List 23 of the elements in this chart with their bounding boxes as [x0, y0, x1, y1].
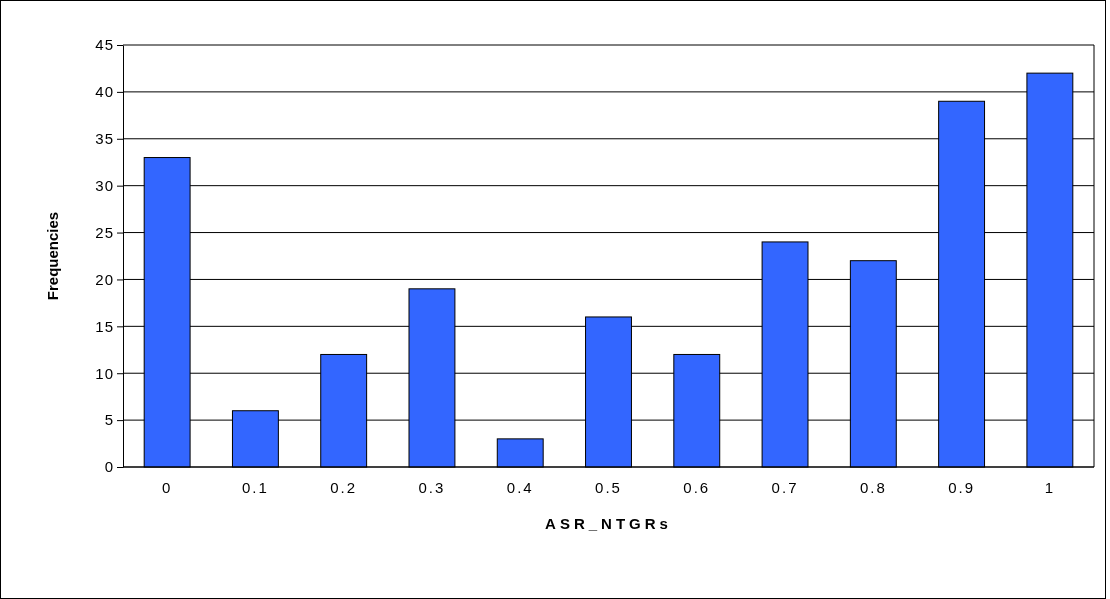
- x-tick-label: 0.6: [683, 478, 711, 496]
- y-tick-label: 10: [95, 364, 114, 382]
- x-tick-label: 0.4: [506, 478, 534, 496]
- y-tick-label: 40: [95, 83, 114, 101]
- x-tick-label: 0.9: [948, 478, 976, 496]
- x-tick-label: 0.5: [595, 478, 622, 496]
- x-tick-label: 1: [1044, 478, 1056, 496]
- y-tick-label: 15: [95, 317, 114, 335]
- y-tick-label: 45: [95, 36, 114, 54]
- x-tick-label: 0.3: [418, 478, 446, 496]
- y-tick-label: 5: [104, 411, 114, 429]
- y-tick-label: 25: [95, 223, 114, 241]
- x-tick-label: 0.1: [241, 478, 269, 496]
- x-tick-label: 0.8: [859, 478, 887, 496]
- x-tick-label: 0: [161, 478, 173, 496]
- y-tick-label: 30: [95, 176, 114, 194]
- x-tick-label: 0.2: [330, 478, 358, 496]
- y-tick-label: 20: [95, 270, 114, 288]
- x-axis-title: ASR_NTGRs: [545, 515, 672, 532]
- y-axis-title: Frequencies: [44, 211, 61, 301]
- x-tick-label: 0.7: [771, 478, 799, 496]
- y-tick-label: 35: [95, 130, 114, 148]
- y-tick-label: 0: [104, 458, 114, 476]
